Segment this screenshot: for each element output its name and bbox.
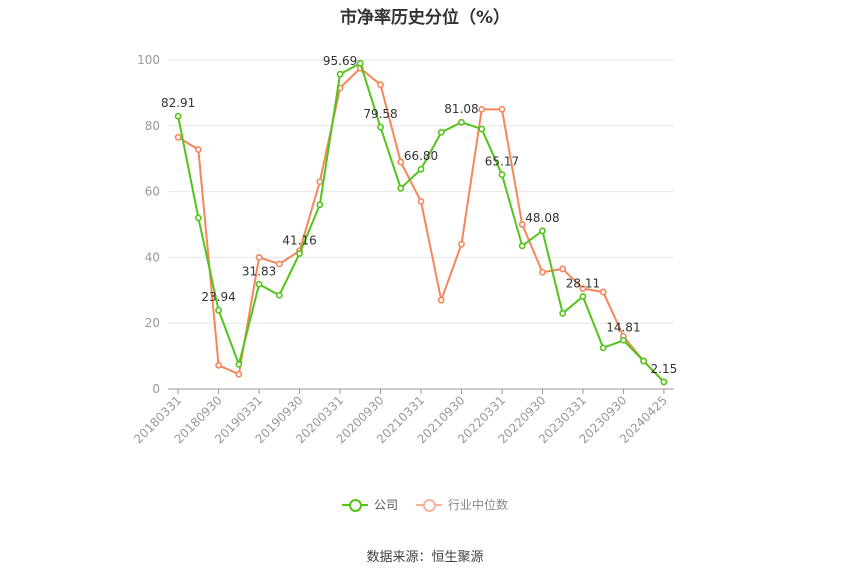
data-point-industry[interactable] bbox=[599, 288, 607, 296]
data-point-company[interactable] bbox=[458, 118, 465, 126]
data-point-company[interactable] bbox=[417, 165, 425, 173]
legend: 公司 行业中位数 bbox=[0, 496, 850, 513]
data-point-company[interactable] bbox=[599, 344, 607, 352]
legend-company-label: 公司 bbox=[373, 498, 398, 512]
grid-lines bbox=[168, 59, 674, 324]
data-point-company[interactable] bbox=[397, 184, 405, 192]
data-point-company[interactable] bbox=[356, 59, 364, 67]
data-point-company[interactable] bbox=[579, 293, 587, 300]
data-point-company[interactable] bbox=[539, 227, 546, 235]
data-point-industry[interactable] bbox=[417, 198, 425, 205]
data-point-industry[interactable] bbox=[579, 285, 587, 293]
data-point-industry[interactable] bbox=[498, 105, 506, 113]
y-tick-label: 60 bbox=[145, 185, 160, 199]
data-point-company[interactable] bbox=[194, 214, 202, 222]
data-labels: 82.91 23.94 31.83 41.16 95.69 79.58 66.80 81.08… bbox=[161, 54, 677, 376]
legend-industry-marker bbox=[416, 498, 442, 512]
y-tick-label: 20 bbox=[145, 316, 160, 330]
data-point-industry[interactable] bbox=[458, 240, 465, 248]
data-point-industry[interactable] bbox=[215, 361, 222, 369]
axes: 0204060801002018033120180930201903312019… bbox=[131, 53, 674, 446]
data-point-industry[interactable] bbox=[174, 133, 182, 141]
data-point-company[interactable] bbox=[275, 291, 283, 299]
data-label-company: 95.69 bbox=[323, 54, 357, 68]
data-label-company: 23.94 bbox=[201, 290, 235, 304]
legend-item-industry[interactable]: 行业中位数 bbox=[416, 496, 508, 513]
data-label-company: 41.16 bbox=[282, 234, 316, 248]
data-point-industry[interactable] bbox=[559, 265, 567, 273]
data-label-company: 82.91 bbox=[161, 96, 195, 110]
data-label-company: 31.83 bbox=[242, 264, 276, 278]
y-tick-label: 40 bbox=[145, 250, 160, 264]
data-label-company: 65.17 bbox=[485, 155, 519, 169]
data-point-company[interactable] bbox=[316, 201, 324, 209]
data-label-company: 14.81 bbox=[606, 320, 640, 334]
data-point-company[interactable] bbox=[437, 128, 445, 136]
legend-company-marker bbox=[341, 498, 368, 512]
data-point-industry[interactable] bbox=[235, 370, 243, 378]
data-point-company[interactable] bbox=[255, 280, 263, 288]
data-label-company: 28.11 bbox=[566, 277, 600, 291]
chart-title: 市净率历史分位（%） bbox=[339, 8, 511, 28]
data-point-company[interactable] bbox=[377, 123, 384, 131]
data-point-company[interactable] bbox=[498, 171, 506, 178]
data-label-company: 66.80 bbox=[404, 149, 438, 163]
series-line-industry bbox=[177, 67, 665, 383]
data-point-industry[interactable] bbox=[518, 221, 526, 228]
data-point-industry[interactable] bbox=[377, 81, 384, 89]
data-point-industry[interactable] bbox=[275, 260, 283, 268]
y-tick-label: 100 bbox=[137, 53, 160, 67]
data-point-company[interactable] bbox=[620, 336, 627, 344]
y-tick-label: 0 bbox=[152, 382, 160, 396]
data-point-company[interactable] bbox=[559, 309, 567, 317]
legend-item-company[interactable]: 公司 bbox=[341, 496, 398, 513]
data-point-company[interactable] bbox=[235, 360, 243, 368]
data-label-company: 81.08 bbox=[444, 102, 478, 116]
data-point-industry[interactable] bbox=[255, 253, 263, 261]
data-point-industry[interactable] bbox=[478, 105, 486, 113]
data-point-company[interactable] bbox=[478, 125, 486, 133]
data-point-company[interactable] bbox=[640, 357, 648, 365]
data-point-industry[interactable] bbox=[316, 178, 324, 186]
source-note: 数据来源：恒生聚源 bbox=[366, 550, 484, 565]
data-point-company[interactable] bbox=[296, 250, 303, 257]
data-label-company: 2.15 bbox=[651, 362, 678, 376]
legend-industry-label: 行业中位数 bbox=[448, 498, 509, 512]
data-point-industry[interactable] bbox=[539, 268, 546, 276]
series-lines bbox=[174, 59, 668, 386]
data-point-industry[interactable] bbox=[437, 296, 445, 304]
data-point-company[interactable] bbox=[215, 306, 222, 314]
data-label-company: 48.08 bbox=[525, 211, 559, 225]
data-label-company: 79.58 bbox=[363, 107, 397, 121]
data-point-company[interactable] bbox=[518, 242, 526, 250]
data-point-company[interactable] bbox=[174, 112, 182, 120]
y-tick-label: 80 bbox=[145, 119, 160, 133]
data-point-company[interactable] bbox=[336, 70, 344, 78]
data-point-industry[interactable] bbox=[194, 146, 202, 153]
series-line-company bbox=[177, 62, 665, 383]
data-point-company[interactable] bbox=[660, 378, 668, 386]
data-point-industry[interactable] bbox=[397, 158, 405, 166]
